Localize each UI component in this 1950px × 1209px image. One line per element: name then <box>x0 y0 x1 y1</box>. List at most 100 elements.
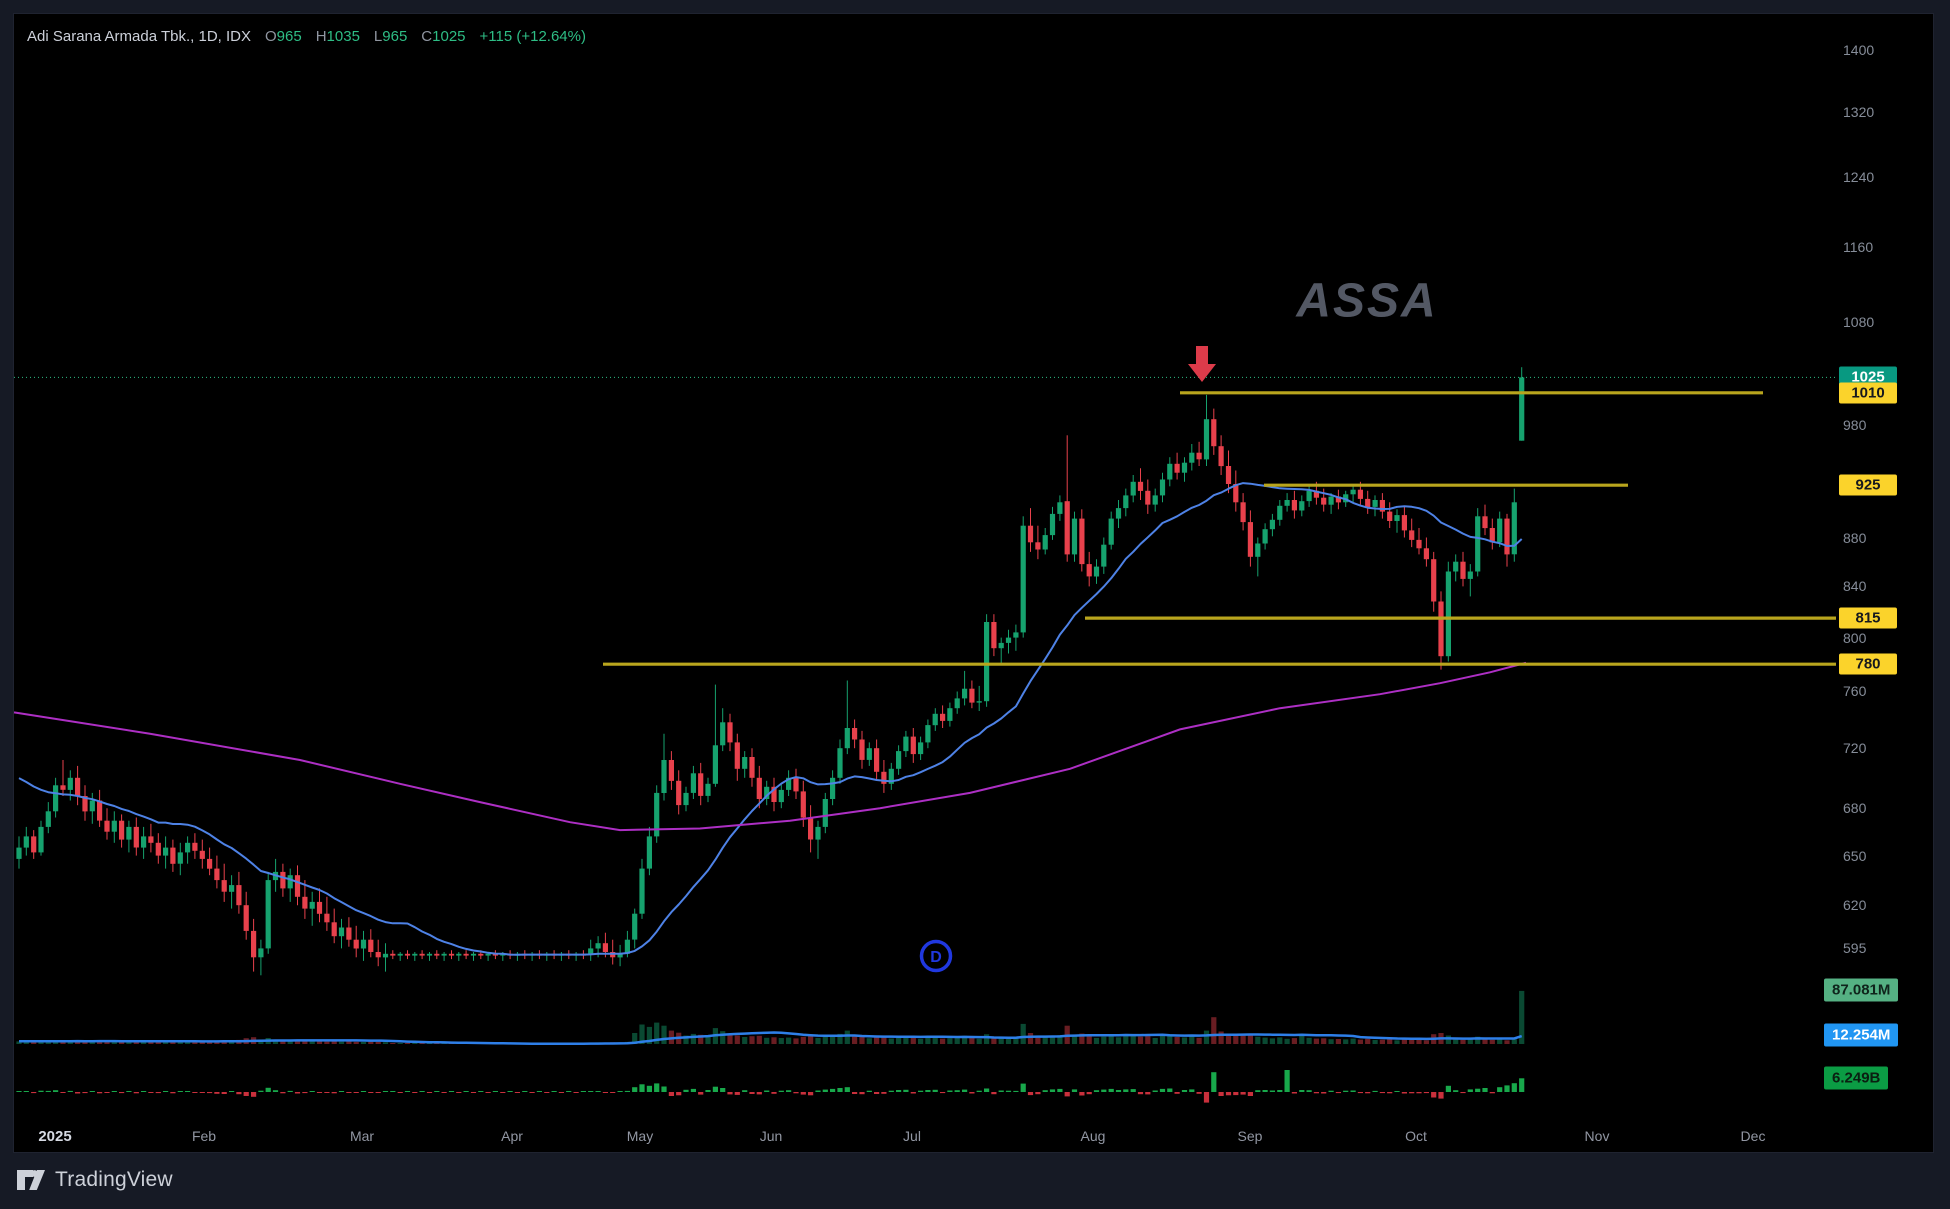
candle-body <box>478 953 484 956</box>
candle-body <box>492 953 498 956</box>
candle-body <box>808 817 814 840</box>
volume-bar <box>1057 1035 1063 1044</box>
delta-bar <box>119 1092 125 1094</box>
ma-fast-line[interactable] <box>18 482 1523 956</box>
delta-bar <box>1372 1090 1378 1092</box>
delta-bar <box>390 1091 396 1092</box>
time-axis-label-Dec[interactable]: Dec <box>1740 1128 1766 1144</box>
delta-bar <box>338 1091 345 1092</box>
time-axis-label-Feb[interactable]: Feb <box>191 1128 217 1144</box>
tradingview-logo[interactable]: TradingView <box>16 1167 173 1193</box>
delta-bar <box>1467 1089 1473 1092</box>
delta-bar <box>1453 1090 1459 1092</box>
volume-bar <box>375 1041 381 1044</box>
delta-bar <box>998 1090 1004 1092</box>
volume-bar <box>1262 1037 1268 1044</box>
delta-bar <box>1255 1090 1261 1092</box>
delta-bar <box>954 1090 960 1092</box>
delta-bar <box>1247 1092 1253 1096</box>
volume-bar <box>756 1035 762 1044</box>
candle-body <box>778 789 784 803</box>
volume-bar <box>126 1041 132 1044</box>
d-badge[interactable]: D <box>919 939 953 973</box>
time-axis-label-Mar[interactable]: Mar <box>349 1128 375 1144</box>
delta-bar <box>940 1092 946 1094</box>
volume-bar <box>1225 1033 1232 1044</box>
candle-body <box>712 745 718 784</box>
candle-body <box>720 722 726 746</box>
candle-body <box>45 811 51 827</box>
candle-body <box>104 820 110 832</box>
candle-body <box>1130 481 1136 496</box>
candle-body <box>1218 446 1224 467</box>
candle-body <box>214 868 220 881</box>
volume-bar <box>1240 1035 1246 1044</box>
delta-bar <box>1482 1088 1488 1092</box>
candle-body <box>734 742 740 769</box>
delta-bar <box>507 1091 513 1092</box>
volume-bar <box>1013 1038 1019 1044</box>
volume-bar <box>338 1041 345 1044</box>
volume-bar <box>1306 1037 1312 1044</box>
volume-bar <box>808 1035 814 1044</box>
candle-body <box>294 875 301 897</box>
delta-bar <box>426 1092 433 1093</box>
time-axis-label-Oct[interactable]: Oct <box>1405 1128 1427 1144</box>
delta-bar <box>485 1092 491 1093</box>
volume-bar <box>1321 1038 1327 1044</box>
ma-slow-line[interactable] <box>13 661 1527 832</box>
candle-body <box>177 852 183 864</box>
delta-bar <box>1313 1092 1319 1094</box>
candle-body <box>815 826 821 840</box>
volume-bar <box>67 1041 73 1044</box>
candle-body <box>1093 566 1100 577</box>
candle-body <box>126 826 132 840</box>
candle-body <box>397 953 403 956</box>
time-axis-label-Sep[interactable]: Sep <box>1237 1128 1263 1144</box>
candle-body <box>1438 601 1444 657</box>
delta-bar <box>756 1092 762 1095</box>
time-axis-label-2025[interactable]: 2025 <box>38 1128 72 1145</box>
volume-bar <box>932 1037 938 1044</box>
time-axis-label-Aug[interactable]: Aug <box>1080 1128 1106 1144</box>
time-axis-label-Jun[interactable]: Jun <box>759 1128 783 1144</box>
candle-body <box>837 748 843 778</box>
volume-bar <box>822 1036 828 1044</box>
candle-body <box>1152 495 1158 505</box>
delta-bar <box>45 1090 51 1092</box>
candle-body <box>888 768 894 784</box>
candle-body <box>844 728 850 749</box>
candle-body <box>1086 564 1092 577</box>
symbol-title[interactable]: Adi Sarana Armada Tbk., 1D, IDX <box>27 28 251 45</box>
delta-bar <box>544 1092 550 1093</box>
delta-bar <box>265 1087 271 1092</box>
delta-bar <box>1027 1092 1034 1096</box>
candle-body <box>390 953 396 956</box>
time-axis-label-Apr[interactable]: Apr <box>501 1128 523 1144</box>
volume-bar <box>632 1033 638 1044</box>
candle-body <box>1423 548 1429 560</box>
volume-bar <box>1130 1035 1136 1044</box>
delta-bar <box>874 1092 880 1094</box>
time-axis-label-Jul[interactable]: Jul <box>903 1128 921 1144</box>
candle-body <box>984 622 990 702</box>
delta-bar <box>573 1092 579 1093</box>
volume-bar <box>969 1038 975 1044</box>
time-axis-label-Nov[interactable]: Nov <box>1584 1128 1610 1144</box>
candle-body <box>1174 463 1180 473</box>
candle-body <box>903 736 909 752</box>
candle-body <box>1519 377 1525 441</box>
down-arrow-drawing[interactable] <box>1188 346 1216 382</box>
delta-bar <box>852 1092 858 1094</box>
volume-ma-line[interactable] <box>19 1031 1523 1045</box>
time-axis-label-May[interactable]: May <box>626 1128 654 1144</box>
candle-body <box>793 777 799 792</box>
candle-body <box>23 836 29 848</box>
volume-bar <box>771 1037 777 1044</box>
chart-panel-background <box>13 13 1934 1153</box>
volume-bar <box>793 1038 799 1044</box>
volume-bar <box>294 1040 301 1044</box>
delta-bar <box>947 1090 953 1092</box>
